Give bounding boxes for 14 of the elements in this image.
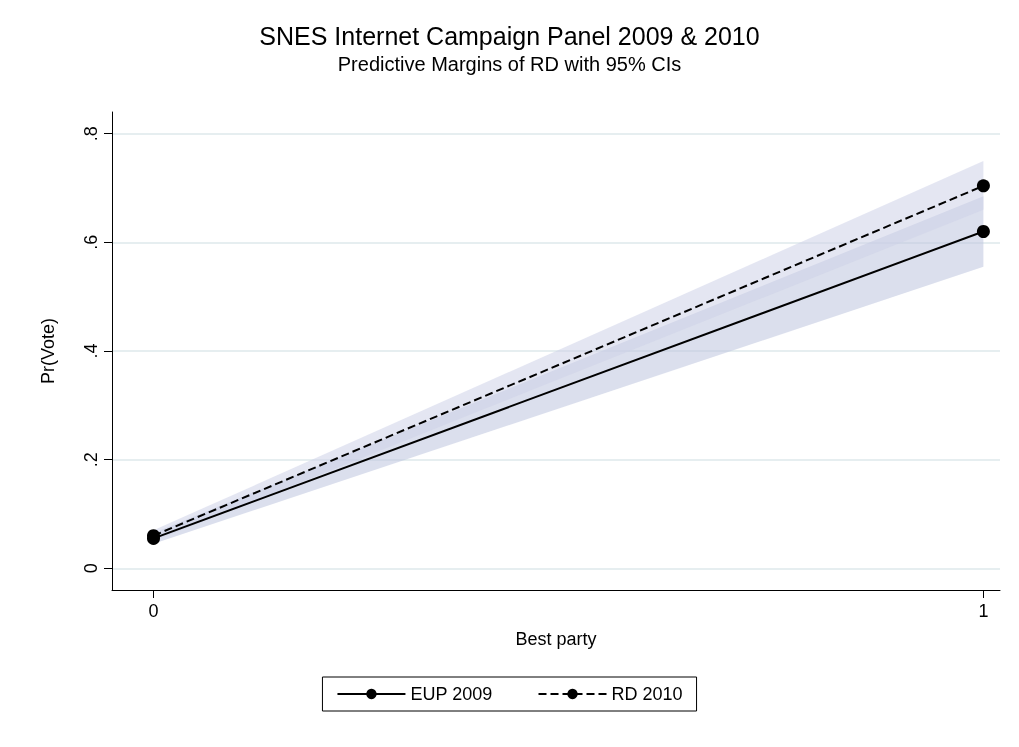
y-axis-title: Pr(Vote) — [38, 317, 58, 385]
x-axis-title: Best party — [515, 629, 597, 649]
y-tick-label: .6 — [81, 234, 101, 250]
chart-subtitle: Predictive Margins of RD with 95% CIs — [337, 53, 682, 75]
point — [976, 179, 990, 193]
y-tick-label: .4 — [81, 343, 101, 359]
point — [976, 225, 990, 238]
x-tick-label: 1 — [978, 601, 989, 621]
legend-label: RD 2010 — [611, 684, 683, 704]
y-tick-label: .8 — [81, 126, 101, 142]
chart-title: SNES Internet Campaign Panel 2009 & 2010 — [259, 21, 760, 50]
legend-label: EUP 2009 — [410, 684, 493, 704]
y-tick-label: 0 — [81, 563, 101, 574]
y-tick-label: .2 — [81, 452, 101, 468]
